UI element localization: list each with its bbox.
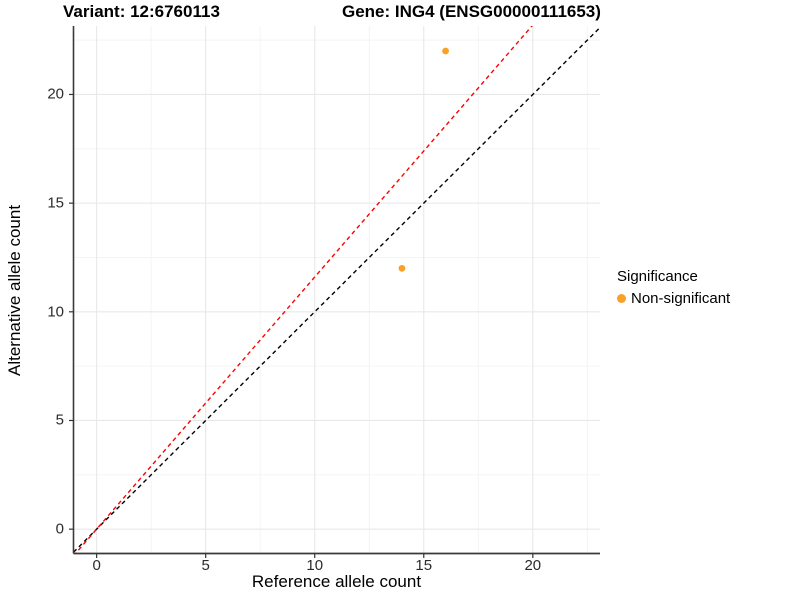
ratio-line: [74, 26, 533, 554]
legend: Significance Non-significant: [617, 268, 730, 307]
x-axis-title: Reference allele count: [251, 572, 422, 591]
x-tick-label: 10: [306, 557, 324, 574]
x-tick-label: 20: [524, 557, 542, 574]
y-tick-label: 15: [47, 194, 64, 212]
variant-title: Variant: 12:6760113: [63, 2, 220, 21]
x-tick-label: 0: [92, 557, 101, 574]
identity-line: [73, 27, 600, 553]
y-tick-label: 5: [55, 411, 64, 429]
y-axis-title: Alternative allele count: [5, 204, 24, 376]
y-tick-label: 20: [47, 85, 64, 103]
legend-item-label: Non-significant: [631, 290, 731, 307]
data-point: [398, 264, 406, 272]
x-tick-label: 5: [201, 557, 210, 574]
x-tick-label: 15: [415, 557, 433, 574]
circle-icon: [617, 294, 626, 303]
y-tick-label: 0: [55, 520, 64, 538]
legend-title: Significance: [617, 268, 698, 285]
legend-item-non-significant: Non-significant: [617, 290, 730, 307]
y-tick-label: 10: [47, 303, 64, 321]
data-point: [442, 47, 449, 55]
gene-title: Gene: ING4 (ENSG00000111653): [342, 2, 601, 21]
